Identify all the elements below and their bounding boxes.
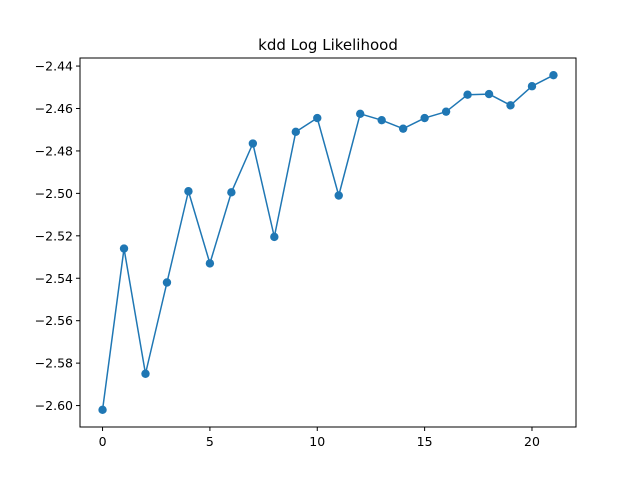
y-tick-label: −2.56	[35, 313, 73, 328]
data-point	[420, 113, 429, 123]
data-point	[398, 124, 408, 133]
y-tick-label: −2.46	[35, 101, 73, 116]
data-point	[506, 101, 515, 110]
y-tick-label: −2.52	[35, 228, 73, 243]
x-tick-label: 10	[309, 434, 325, 449]
data-point	[441, 107, 451, 116]
series-line	[101, 74, 554, 410]
x-tick-label: 0	[99, 434, 107, 449]
y-tick-label: −2.48	[35, 143, 73, 158]
data-point	[377, 115, 386, 125]
data-point	[334, 191, 343, 200]
chart-title: kdd Log Likelihood	[258, 36, 398, 54]
y-tick-label: −2.50	[35, 186, 73, 201]
data-point	[162, 278, 172, 287]
y-tick-label: −2.60	[35, 398, 73, 413]
x-tick-label: 20	[524, 434, 540, 449]
y-tick-label: −2.58	[35, 356, 73, 371]
data-point	[291, 127, 300, 137]
y-tick-label: −2.44	[35, 59, 73, 74]
data-point	[141, 369, 150, 378]
data-point	[463, 90, 472, 99]
x-tick-label: 5	[206, 434, 214, 449]
data-point	[527, 82, 537, 91]
data-point	[98, 405, 107, 415]
plot-frame	[79, 57, 577, 428]
y-tick-label: −2.54	[35, 271, 73, 286]
data-point	[356, 109, 365, 119]
data-point	[205, 259, 215, 268]
data-point	[184, 187, 193, 196]
data-point	[270, 232, 279, 242]
data-point	[484, 89, 494, 99]
data-point	[313, 113, 322, 123]
data-point	[227, 188, 236, 197]
plot-series	[98, 70, 558, 415]
x-axis-ticks: 0 5 10 15 20	[99, 427, 540, 449]
data-point	[119, 244, 129, 253]
data-point	[549, 70, 558, 80]
x-tick-label: 15	[417, 434, 433, 449]
y-axis-ticks: −2.60 −2.58 −2.56 −2.54 −2.52 −2.50 −2.48 −2.46…	[35, 59, 80, 413]
data-point	[248, 139, 258, 148]
